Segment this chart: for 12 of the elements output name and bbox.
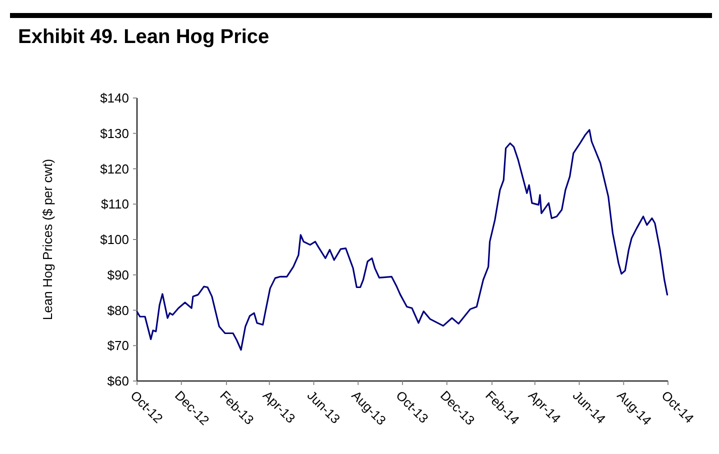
y-axis-title: Lean Hog Prices ($ per cwt) xyxy=(40,158,55,320)
y-tick-label: $140 xyxy=(100,90,129,106)
y-tick-label: $120 xyxy=(100,161,129,176)
chart-title: Exhibit 49. Lean Hog Price xyxy=(18,26,270,48)
y-tick-label: $70 xyxy=(107,338,129,354)
y-tick-label: $110 xyxy=(101,196,129,212)
y-tick-label: $100 xyxy=(100,232,129,248)
y-tick-label: $80 xyxy=(107,302,129,318)
line-series xyxy=(136,129,668,351)
y-tick-label: $130 xyxy=(100,126,129,141)
y-tick-label: $60 xyxy=(107,374,129,389)
y-tick-label: $90 xyxy=(107,267,129,282)
